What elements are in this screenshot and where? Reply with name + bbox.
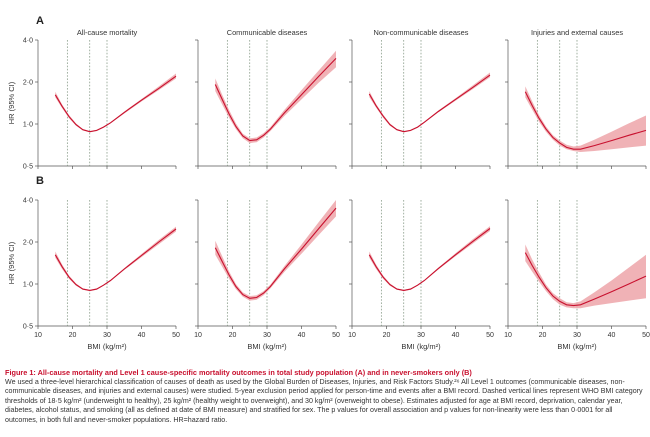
caption-body: We used a three-level hierarchical class… <box>5 377 643 424</box>
x-tick-label-B-2-3: 40 <box>298 332 306 339</box>
panel-title-A-3: Non-communicable diseases <box>374 28 469 37</box>
ci-band-A-3 <box>369 72 490 133</box>
x-tick-label-B-4-2: 30 <box>573 332 581 339</box>
x-tick-label-B-1-1: 20 <box>69 332 77 339</box>
x-tick-label-B-3-2: 30 <box>417 332 425 339</box>
y-tick-label-A-1-2: 2·0 <box>23 80 33 87</box>
ci-band-A-4 <box>525 86 646 152</box>
x-tick-label-B-4-4: 50 <box>642 332 650 339</box>
ci-band-B-2 <box>215 200 336 301</box>
row-label-B: B <box>36 175 44 187</box>
x-tick-label-B-2-0: 10 <box>194 332 202 339</box>
x-tick-label-B-4-1: 20 <box>539 332 547 339</box>
y-tick-label-B-1-0: 0·5 <box>23 324 33 331</box>
panel-title-A-4: Injuries and external causes <box>531 28 623 37</box>
x-tick-label-B-3-4: 50 <box>486 332 494 339</box>
hr-line-B-4 <box>524 252 647 307</box>
y-tick-label-B-1-2: 2·0 <box>23 240 33 247</box>
hr-line-B-1 <box>54 228 177 291</box>
x-tick-label-B-1-4: 50 <box>172 332 180 339</box>
x-tick-label-B-1-3: 40 <box>138 332 146 339</box>
x-tick-label-B-2-2: 30 <box>263 332 271 339</box>
x-tick-label-B-1-2: 30 <box>103 332 111 339</box>
y-tick-label-A-1-0: 0·5 <box>23 164 33 171</box>
ci-band-B-4 <box>525 244 646 309</box>
x-tick-label-B-4-0: 10 <box>504 332 512 339</box>
x-axis-label-B-1: BMI (kg/m²) <box>87 342 127 351</box>
figure: A HR (95% CI) All-cause mortality 0·5 1·0 2·0… <box>7 15 650 351</box>
hr-line-B-3 <box>368 228 491 291</box>
hr-line-A-4 <box>524 91 647 150</box>
x-tick-label-B-3-1: 20 <box>383 332 391 339</box>
ci-band-A-1 <box>55 73 176 133</box>
x-axis-label-B-3: BMI (kg/m²) <box>401 342 441 351</box>
y-tick-label-A-1-1: 1·0 <box>23 122 33 129</box>
x-tick-label-B-3-3: 40 <box>452 332 460 339</box>
panel-title-A-1: All-cause mortality <box>77 28 138 37</box>
hr-line-A-3 <box>368 74 491 133</box>
hr-line-A-1 <box>54 75 177 133</box>
y-tick-label-B-1-1: 1·0 <box>23 282 33 289</box>
caption-title: Figure 1: All-cause mortality and Level … <box>5 368 472 377</box>
y-tick-label-B-1-3: 4·0 <box>23 198 33 205</box>
hr-line-A-2 <box>214 58 337 142</box>
x-axis-label-B-2: BMI (kg/m²) <box>247 342 287 351</box>
x-tick-label-B-2-4: 50 <box>332 332 340 339</box>
figure-caption: Figure 1: All-cause mortality and Level … <box>5 368 643 426</box>
x-tick-label-B-2-1: 20 <box>229 332 237 339</box>
x-tick-label-B-1-0: 10 <box>34 332 42 339</box>
y-axis-label-B: HR (95% CI) <box>7 241 16 284</box>
x-tick-label-B-4-3: 40 <box>608 332 616 339</box>
y-tick-label-A-1-3: 4·0 <box>23 38 33 45</box>
ci-band-A-2 <box>215 50 336 144</box>
x-axis-label-B-4: BMI (kg/m²) <box>557 342 597 351</box>
x-tick-label-B-3-0: 10 <box>348 332 356 339</box>
hr-line-B-2 <box>214 207 337 299</box>
y-axis-label-A: HR (95% CI) <box>7 81 16 124</box>
row-label-A: A <box>36 15 44 27</box>
panel-title-A-2: Communicable diseases <box>227 28 308 37</box>
